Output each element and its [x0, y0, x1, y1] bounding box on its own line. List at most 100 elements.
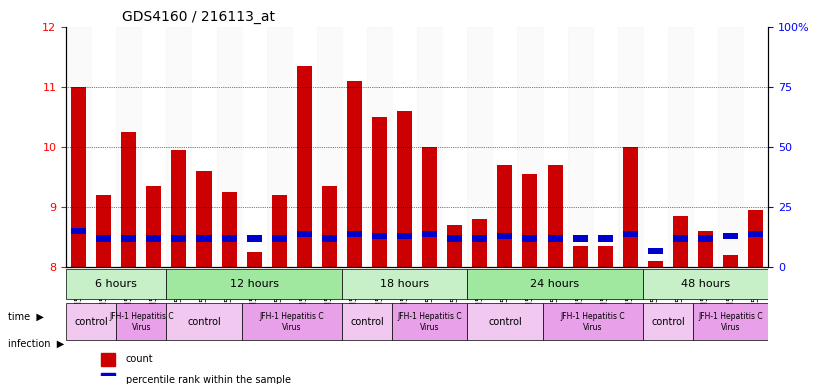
Bar — [548, 235, 563, 242]
Bar — [422, 147, 437, 267]
Bar — [116, 27, 141, 267]
Bar — [723, 233, 738, 239]
Text: JFH-1 Hepatitis C
Virus: JFH-1 Hepatitis C Virus — [397, 312, 462, 331]
Bar — [693, 27, 718, 267]
Bar — [121, 235, 136, 242]
Text: control: control — [350, 317, 384, 327]
Text: 6 hours: 6 hours — [95, 279, 137, 289]
Bar — [247, 252, 262, 267]
Bar — [648, 262, 663, 267]
FancyBboxPatch shape — [643, 303, 693, 341]
Bar — [197, 171, 211, 267]
Text: JFH-1 Hepatitis C
Virus: JFH-1 Hepatitis C Virus — [560, 312, 625, 331]
FancyBboxPatch shape — [543, 303, 643, 341]
Bar — [91, 27, 116, 267]
Bar — [723, 255, 738, 267]
Bar — [216, 27, 241, 267]
Bar — [102, 353, 116, 366]
Bar — [172, 235, 187, 242]
Bar — [221, 192, 236, 267]
Bar — [372, 117, 387, 267]
Text: time  ▶: time ▶ — [8, 312, 44, 322]
FancyBboxPatch shape — [342, 269, 468, 300]
Text: 48 hours: 48 hours — [681, 279, 730, 289]
Bar — [297, 66, 312, 267]
Bar — [673, 216, 688, 267]
FancyBboxPatch shape — [166, 303, 241, 341]
Bar — [347, 231, 362, 237]
Bar — [372, 233, 387, 239]
Bar — [367, 27, 392, 267]
Bar — [698, 231, 713, 267]
Bar — [748, 231, 763, 237]
Bar — [247, 235, 262, 242]
Bar — [572, 246, 587, 267]
Bar — [121, 132, 136, 267]
Text: control: control — [488, 317, 522, 327]
Text: control: control — [651, 317, 685, 327]
Bar — [548, 165, 563, 267]
Bar — [648, 248, 663, 253]
Bar — [221, 235, 236, 242]
Bar — [71, 228, 86, 234]
Bar — [197, 235, 211, 242]
Bar — [96, 235, 112, 242]
Text: count: count — [126, 354, 154, 364]
Bar — [598, 235, 613, 242]
Bar — [267, 27, 292, 267]
FancyBboxPatch shape — [693, 303, 768, 341]
Bar — [543, 27, 567, 267]
Text: 18 hours: 18 hours — [380, 279, 429, 289]
Bar — [71, 87, 86, 267]
Bar — [748, 210, 763, 267]
FancyBboxPatch shape — [342, 303, 392, 341]
Bar — [417, 27, 442, 267]
Bar — [447, 225, 463, 267]
Bar — [102, 373, 116, 384]
FancyBboxPatch shape — [166, 269, 342, 300]
Text: GDS4160 / 216113_at: GDS4160 / 216113_at — [122, 10, 275, 25]
Bar — [66, 27, 91, 267]
Bar — [347, 81, 362, 267]
Text: percentile rank within the sample: percentile rank within the sample — [126, 375, 291, 384]
Bar — [673, 235, 688, 242]
Bar — [141, 27, 166, 267]
FancyBboxPatch shape — [468, 303, 543, 341]
Bar — [297, 231, 312, 237]
Bar — [317, 27, 342, 267]
Bar — [472, 219, 487, 267]
Bar — [292, 27, 317, 267]
Bar — [497, 233, 512, 239]
FancyBboxPatch shape — [241, 303, 342, 341]
Text: JFH-1 Hepatitis C
Virus: JFH-1 Hepatitis C Virus — [259, 312, 324, 331]
Bar — [698, 235, 713, 242]
Text: 12 hours: 12 hours — [230, 279, 278, 289]
Bar — [623, 231, 638, 237]
Text: control: control — [74, 317, 108, 327]
Bar — [447, 235, 463, 242]
Bar — [322, 235, 337, 242]
Bar — [172, 150, 187, 267]
Bar — [392, 27, 417, 267]
FancyBboxPatch shape — [66, 269, 166, 300]
Bar — [146, 235, 161, 242]
FancyBboxPatch shape — [643, 269, 768, 300]
Bar — [397, 233, 412, 239]
Bar — [472, 235, 487, 242]
Bar — [572, 235, 587, 242]
Bar — [643, 27, 668, 267]
Bar — [272, 195, 287, 267]
Text: infection  ▶: infection ▶ — [8, 339, 64, 349]
Bar — [146, 186, 161, 267]
Bar — [442, 27, 468, 267]
Bar — [618, 27, 643, 267]
FancyBboxPatch shape — [468, 269, 643, 300]
Bar — [522, 235, 538, 242]
Bar — [192, 27, 216, 267]
Bar — [241, 27, 267, 267]
Bar — [166, 27, 192, 267]
Bar — [668, 27, 693, 267]
Bar — [342, 27, 367, 267]
Bar — [517, 27, 543, 267]
Bar — [322, 186, 337, 267]
